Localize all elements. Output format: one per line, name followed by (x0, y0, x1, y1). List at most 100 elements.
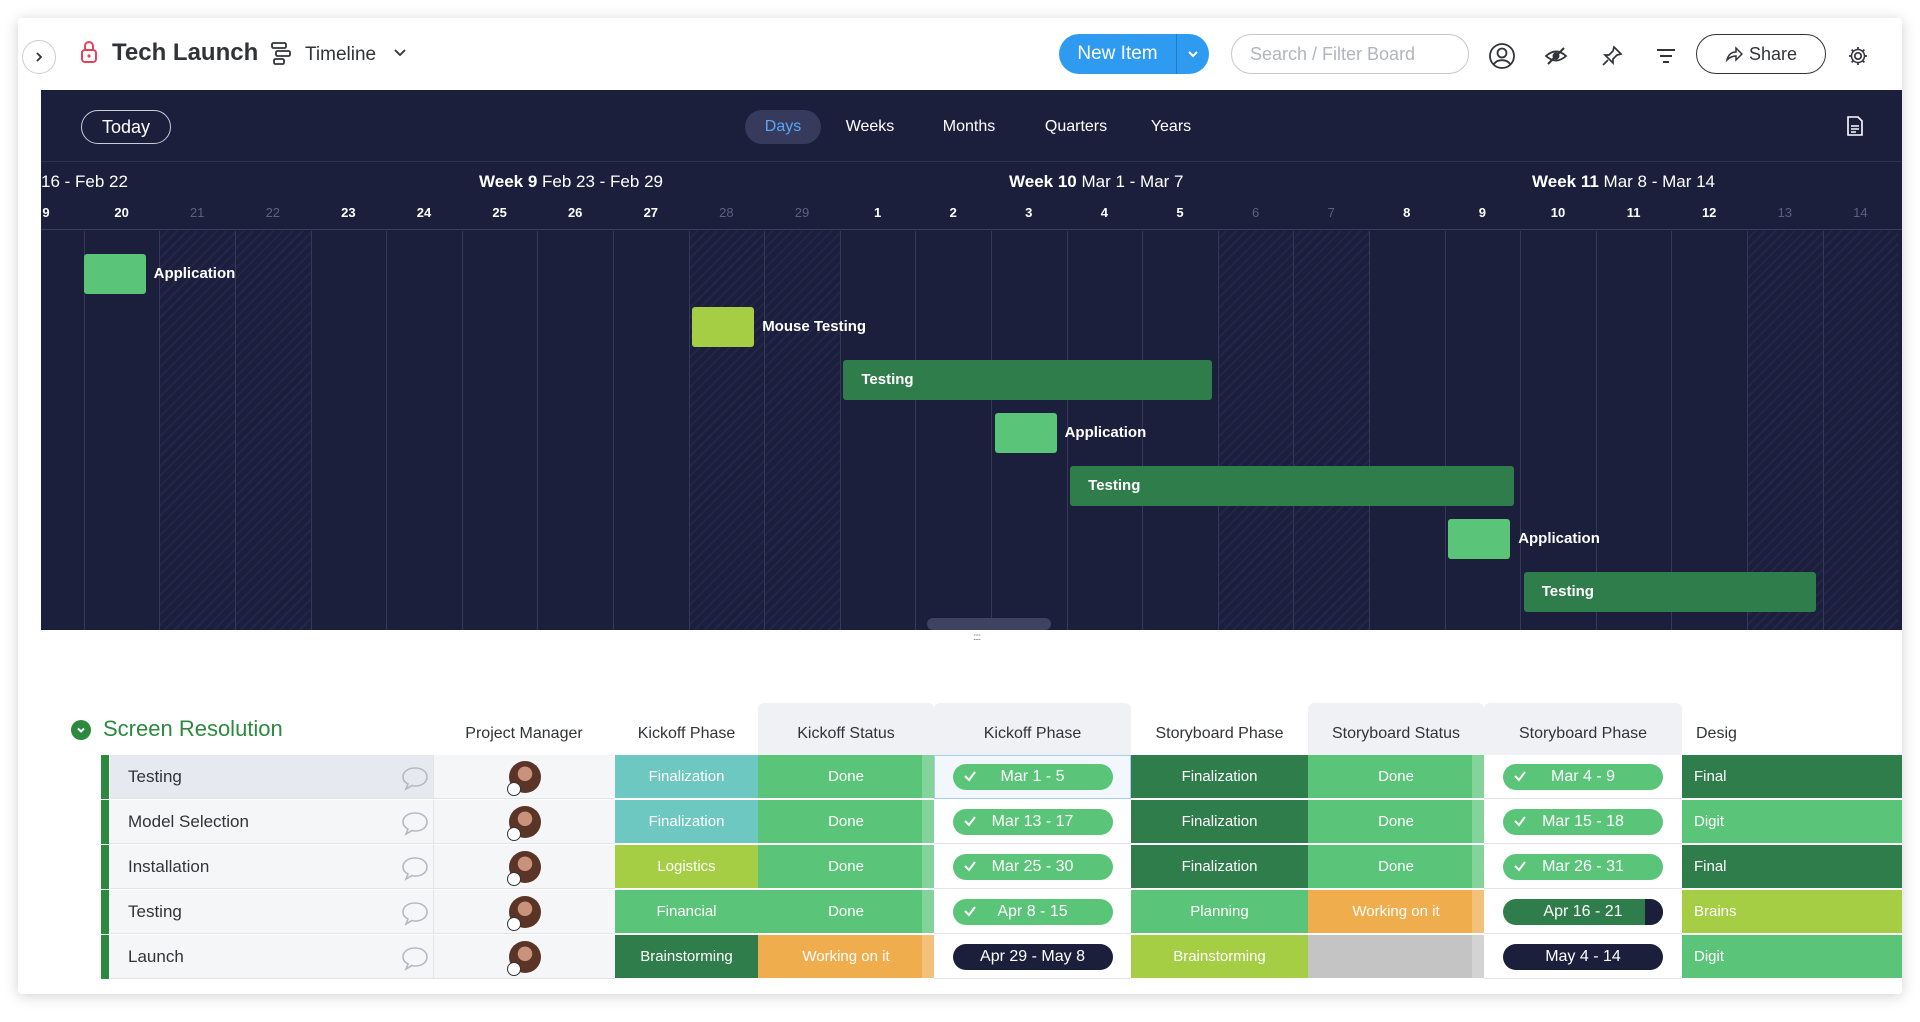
timeline-pill[interactable]: Mar 4 - 9 (1503, 763, 1663, 790)
comment-icon[interactable] (400, 945, 430, 976)
zoom-quarters[interactable]: Quarters (1044, 118, 1108, 135)
hide-icon[interactable] (1542, 42, 1570, 70)
timeline-bar[interactable] (1523, 572, 1817, 612)
timeline-pill[interactable]: Apr 16 - 21 (1503, 898, 1663, 925)
table-row[interactable]: Launch Brainstorming Working on it Apr 29 -… (41, 935, 1902, 980)
story-status-cell[interactable]: Working on it (1308, 890, 1484, 934)
table-row[interactable]: Testing Financial Done Apr 8 - 15 Planning Wo… (41, 890, 1902, 935)
avatar[interactable] (506, 805, 541, 841)
board-title[interactable]: Tech Launch (112, 39, 259, 66)
story-phase-cell[interactable]: Finalization (1131, 845, 1308, 889)
kickoff-timeline-cell[interactable]: Apr 29 - May 8 (934, 935, 1131, 979)
kickoff-phase-cell[interactable]: Brainstorming (615, 935, 758, 979)
kickoff-phase-cell[interactable]: Finalization (615, 755, 758, 799)
design-cell[interactable]: Digit (1682, 935, 1902, 979)
kickoff-timeline-cell[interactable]: Apr 8 - 15 (934, 890, 1131, 934)
story-timeline-cell[interactable]: Mar 15 - 18 (1484, 800, 1682, 844)
kickoff-status-cell[interactable]: Done (758, 890, 934, 934)
timeline-pill[interactable]: Apr 8 - 15 (952, 898, 1113, 925)
timeline-pill[interactable]: Mar 1 - 5 (952, 764, 1113, 790)
story-status-cell[interactable] (1308, 935, 1484, 979)
share-button[interactable]: Share (1696, 34, 1826, 74)
project-manager-cell[interactable] (433, 800, 615, 844)
table-row[interactable]: Model Selection Finalization Done Mar 13 - … (41, 800, 1902, 845)
column-header-kickoff-phase[interactable]: Kickoff Phase (637, 725, 736, 742)
kickoff-status-cell[interactable]: Done (758, 800, 934, 844)
column-header-project-manager[interactable]: Project Manager (465, 725, 583, 742)
table-row[interactable]: Testing Finalization Done Mar 1 - 5 Finaliza… (41, 755, 1902, 800)
project-manager-cell[interactable] (433, 935, 615, 979)
story-phase-cell[interactable]: Planning (1131, 890, 1308, 934)
group-title[interactable]: Screen Resolution (103, 716, 283, 741)
timeline-bar[interactable] (994, 413, 1057, 453)
timeline-bar[interactable] (83, 254, 146, 294)
column-header-storyboard-timeline[interactable]: Storyboard Phase (1484, 703, 1682, 755)
project-manager-cell[interactable] (433, 755, 615, 799)
gear-icon[interactable] (1844, 42, 1872, 70)
story-status-cell[interactable]: Done (1308, 800, 1484, 844)
table-row[interactable]: Installation Logistics Done Mar 25 - 30 Fina… (41, 845, 1902, 890)
search-input[interactable] (1231, 34, 1469, 74)
story-timeline-cell[interactable]: Mar 4 - 9 (1484, 755, 1682, 799)
kickoff-status-cell[interactable]: Done (758, 845, 934, 889)
zoom-days[interactable]: Days (745, 110, 821, 144)
column-header-storyboard-status[interactable]: Storyboard Status (1308, 703, 1484, 755)
story-phase-cell[interactable]: Finalization (1131, 755, 1308, 799)
kickoff-phase-cell[interactable]: Financial (615, 890, 758, 934)
timeline-pill[interactable]: May 4 - 14 (1503, 943, 1663, 970)
timeline-pill[interactable]: Mar 13 - 17 (952, 808, 1113, 835)
story-phase-cell[interactable]: Finalization (1131, 800, 1308, 844)
item-name-cell[interactable]: Model Selection (110, 800, 433, 844)
story-timeline-cell[interactable]: Apr 16 - 21 (1484, 890, 1682, 934)
kickoff-status-cell[interactable]: Working on it (758, 935, 934, 979)
story-timeline-cell[interactable]: Mar 26 - 31 (1484, 845, 1682, 889)
column-header-storyboard-phase[interactable]: Storyboard Phase (1155, 725, 1284, 742)
timeline-pill[interactable]: Mar 15 - 18 (1503, 808, 1663, 835)
comment-icon[interactable] (400, 855, 430, 886)
timeline-pill[interactable]: Apr 29 - May 8 (952, 943, 1113, 970)
design-cell[interactable]: Digit (1682, 800, 1902, 844)
avatar[interactable] (506, 760, 541, 796)
timeline-bar[interactable] (1070, 466, 1514, 506)
zoom-months[interactable]: Months (942, 118, 996, 135)
column-header-design[interactable]: Desig (1696, 725, 1737, 742)
zoom-years[interactable]: Years (1150, 118, 1192, 135)
story-phase-cell[interactable]: Brainstorming (1131, 935, 1308, 979)
project-manager-cell[interactable] (433, 890, 615, 934)
design-cell[interactable]: Brains (1682, 890, 1902, 934)
kickoff-phase-cell[interactable]: Finalization (615, 800, 758, 844)
item-name-cell[interactable]: Launch (110, 935, 433, 979)
resize-handle-icon[interactable]: :::: (973, 632, 981, 643)
today-button[interactable]: Today (81, 110, 171, 144)
design-cell[interactable]: Final (1682, 845, 1902, 889)
comment-icon[interactable] (400, 810, 430, 841)
item-name-cell[interactable]: Testing (110, 755, 433, 799)
story-status-cell[interactable]: Done (1308, 845, 1484, 889)
avatar[interactable] (506, 895, 541, 931)
chevron-down-icon[interactable] (392, 44, 408, 65)
new-item-button[interactable]: New Item (1059, 34, 1177, 74)
project-manager-cell[interactable] (433, 845, 615, 889)
timeline-icon[interactable] (270, 40, 296, 71)
column-header-kickoff-status[interactable]: Kickoff Status (758, 703, 934, 755)
story-status-cell[interactable]: Done (1308, 755, 1484, 799)
export-icon[interactable] (1846, 116, 1864, 141)
timeline-pill[interactable]: Mar 25 - 30 (952, 853, 1113, 880)
design-cell[interactable]: Final (1682, 755, 1902, 799)
comment-icon[interactable] (400, 765, 430, 796)
group-collapse-button[interactable] (71, 720, 91, 740)
kickoff-timeline-cell[interactable]: Mar 25 - 30 (934, 845, 1131, 889)
timeline-bar[interactable] (1448, 519, 1511, 559)
horizontal-scrollbar[interactable] (927, 618, 1051, 630)
user-icon[interactable] (1488, 42, 1516, 70)
avatar[interactable] (506, 940, 541, 976)
kickoff-status-cell[interactable]: Done (758, 755, 934, 799)
column-header-kickoff-timeline[interactable]: Kickoff Phase (934, 703, 1131, 755)
filter-icon[interactable] (1652, 42, 1680, 70)
timeline-bar[interactable] (692, 307, 755, 347)
story-timeline-cell[interactable]: May 4 - 14 (1484, 935, 1682, 979)
new-item-dropdown-button[interactable] (1177, 34, 1209, 74)
pin-icon[interactable] (1598, 42, 1626, 70)
timeline-bar[interactable] (843, 360, 1212, 400)
item-name-cell[interactable]: Installation (110, 845, 433, 889)
